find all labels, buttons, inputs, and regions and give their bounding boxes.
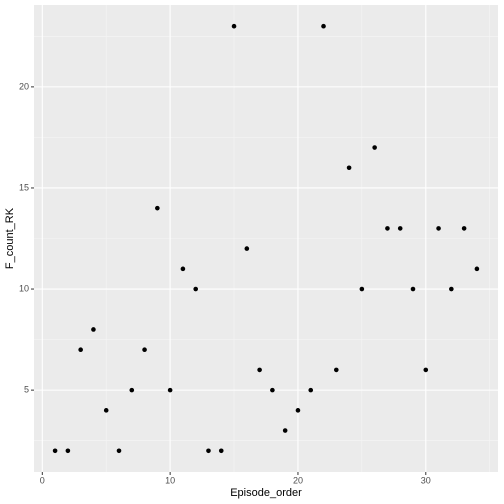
y-tick-label: 5 [24, 384, 29, 394]
point [180, 266, 186, 272]
point [155, 205, 160, 211]
point [282, 428, 288, 433]
point [474, 266, 480, 272]
point [218, 448, 224, 454]
x-axis-title: Episode_order [230, 487, 302, 499]
point [295, 408, 301, 413]
point [244, 246, 250, 251]
point [334, 367, 339, 373]
point [193, 286, 198, 292]
point [231, 23, 237, 29]
point [167, 387, 173, 393]
point [65, 448, 71, 454]
point [270, 387, 275, 393]
y-axis-title: F_count_RK [4, 207, 16, 269]
point [78, 347, 83, 352]
point [359, 286, 365, 292]
point [397, 226, 403, 231]
x-tick-label: 30 [421, 475, 431, 485]
point [461, 226, 467, 231]
point [142, 347, 147, 352]
point [91, 327, 96, 332]
point [52, 448, 58, 454]
point [206, 448, 211, 454]
point [308, 387, 314, 393]
point [346, 165, 352, 171]
x-tick-label: 10 [165, 475, 175, 485]
point [116, 448, 122, 454]
x-tick-label: 0 [40, 475, 45, 485]
y-tick-label: 15 [19, 182, 29, 192]
point [449, 286, 454, 292]
point [436, 226, 441, 231]
point [257, 367, 262, 373]
point [410, 286, 416, 292]
point [321, 23, 326, 29]
y-tick-label: 20 [19, 81, 29, 91]
point [103, 408, 109, 413]
point [129, 387, 135, 393]
x-tick-label: 20 [293, 475, 303, 485]
y-tick-label: 10 [19, 283, 29, 293]
point [385, 226, 390, 231]
point [423, 367, 429, 373]
point [372, 145, 377, 150]
